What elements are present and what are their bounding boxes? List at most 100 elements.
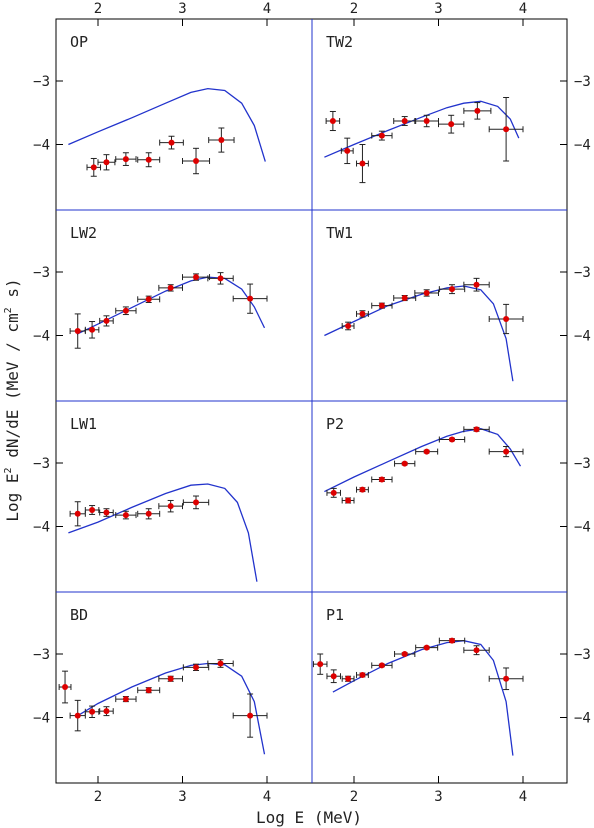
data-point [207, 272, 234, 285]
data-point [463, 426, 490, 433]
data-point [115, 696, 137, 703]
y-tick-label-right: −4 [574, 138, 591, 154]
data-marker [193, 158, 200, 165]
y-tick-label-left: −3 [33, 647, 50, 663]
y-tick-label-right: −4 [574, 329, 591, 345]
data-marker [217, 275, 224, 282]
panel-label: TW2 [326, 33, 353, 51]
data-point [99, 508, 114, 517]
data-point [115, 510, 137, 520]
model-curve [332, 640, 514, 756]
x-tick-label-bottom: 2 [350, 789, 358, 805]
y-axis-label-sup: 2 [3, 467, 14, 473]
panel-p1: P1 [312, 606, 567, 756]
data-marker [345, 497, 352, 504]
data-point [158, 675, 183, 682]
data-point [69, 313, 86, 349]
data-point [232, 693, 268, 738]
data-marker [423, 289, 430, 296]
model-curve [324, 428, 522, 493]
data-point [182, 663, 210, 672]
y-tick-label-right: −3 [574, 647, 591, 663]
model-curve [68, 483, 258, 582]
data-point [86, 157, 102, 177]
panel-plot-area [58, 659, 268, 755]
y-tick-label-left: −4 [33, 711, 50, 727]
data-point [208, 127, 235, 153]
data-marker [167, 284, 174, 291]
panel-label: P2 [326, 415, 344, 433]
data-point [69, 699, 86, 732]
data-marker [449, 286, 456, 293]
data-marker [378, 476, 385, 483]
data-point [137, 687, 161, 694]
model-curve [68, 87, 266, 162]
panel-plot-area [68, 87, 266, 177]
data-point [182, 147, 211, 175]
x-tick-label-bottom: 4 [263, 789, 271, 805]
data-point [415, 448, 439, 455]
data-marker [378, 132, 385, 139]
data-point [137, 508, 161, 520]
data-point [182, 273, 211, 281]
data-point [99, 315, 114, 327]
y-axis-label-rest: dN/dE (MeV / cm [3, 313, 22, 467]
data-point [438, 637, 466, 644]
data-point [415, 644, 439, 651]
data-marker [449, 436, 456, 443]
data-point [58, 670, 72, 704]
panel-lw2: LW2 [56, 224, 268, 349]
data-marker [473, 426, 480, 433]
data-marker [193, 499, 200, 506]
data-marker [167, 503, 174, 510]
data-marker [103, 159, 110, 166]
panel-label: OP [70, 33, 88, 51]
y-tick-label-right: −3 [574, 456, 591, 472]
data-point [371, 302, 393, 309]
data-marker [145, 156, 152, 163]
data-point [340, 137, 354, 165]
data-marker [74, 328, 81, 335]
data-marker [503, 126, 510, 133]
data-point [137, 152, 161, 168]
data-marker [503, 448, 510, 455]
data-point [115, 306, 137, 316]
y-tick-label-left: −4 [33, 138, 50, 154]
data-point [371, 662, 393, 669]
data-point [356, 671, 369, 678]
data-point [463, 645, 490, 656]
data-marker [247, 712, 254, 719]
data-marker [423, 118, 430, 125]
panel-plot-area [324, 426, 524, 504]
panel-label: LW2 [70, 224, 97, 242]
model-curve [324, 100, 520, 158]
data-point [414, 289, 439, 297]
data-marker [89, 326, 96, 333]
y-axis-label: Log E2 dN/dE (MeV / cm2 s) [3, 278, 22, 521]
data-marker [145, 510, 152, 517]
data-marker [423, 644, 430, 651]
y-tick-label-right: −3 [574, 265, 591, 281]
data-point [325, 110, 341, 132]
data-point [356, 310, 369, 318]
data-marker [474, 107, 481, 114]
data-marker [247, 295, 254, 302]
data-marker [359, 671, 366, 678]
data-point [97, 154, 116, 171]
data-point [115, 152, 137, 166]
data-marker [74, 712, 81, 719]
data-marker [122, 156, 129, 163]
model-curve [76, 662, 266, 755]
data-marker [317, 661, 324, 668]
data-marker [345, 322, 352, 329]
data-marker [122, 696, 129, 703]
x-tick-label-top: 4 [263, 1, 271, 17]
x-tick-label-top: 3 [178, 1, 186, 17]
y-tick-label-left: −4 [33, 329, 50, 345]
panel-bd: BD [56, 606, 268, 755]
data-marker [74, 510, 81, 517]
y-tick-label-left: −3 [33, 456, 50, 472]
data-point [438, 284, 466, 295]
data-marker [503, 315, 510, 322]
